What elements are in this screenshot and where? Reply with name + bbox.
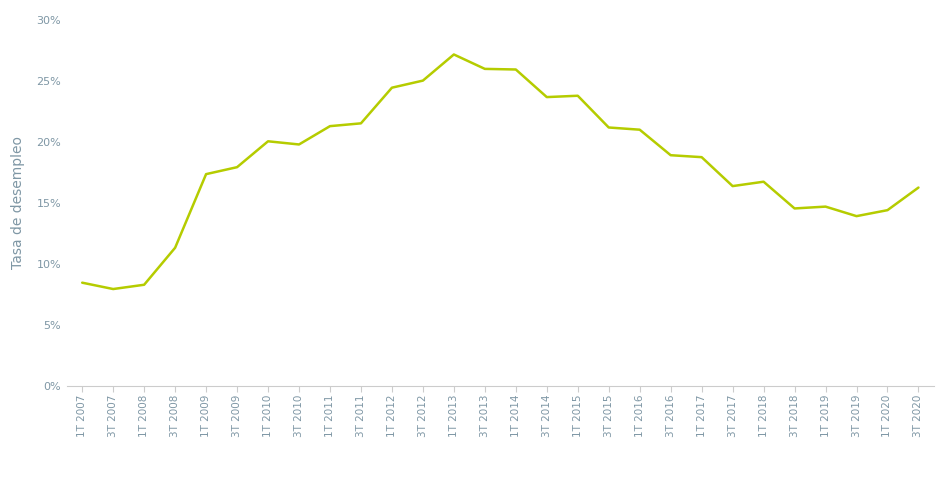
Y-axis label: Tasa de desempleo: Tasa de desempleo bbox=[11, 137, 26, 269]
